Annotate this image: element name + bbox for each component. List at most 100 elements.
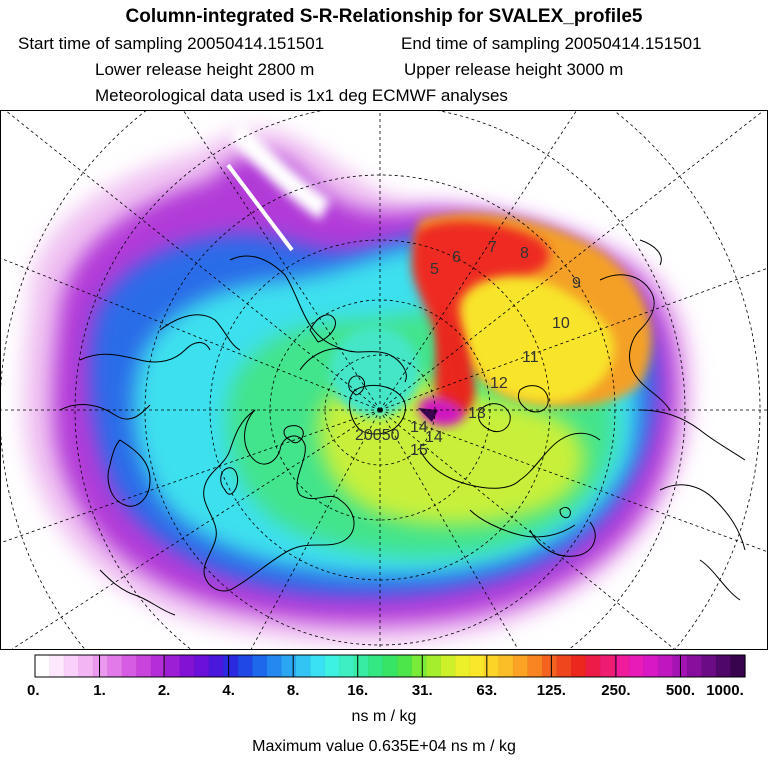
graticule bbox=[0, 110, 768, 650]
traj-label-6: 6 bbox=[452, 249, 461, 266]
colorbar-cell bbox=[382, 655, 398, 677]
colorbar-tick-label: 16. bbox=[347, 682, 368, 699]
colorbar-cells bbox=[35, 655, 746, 677]
coast-europe bbox=[203, 409, 355, 592]
coast-novaya bbox=[309, 314, 336, 343]
colorbar-tick-label: 500. bbox=[666, 682, 695, 699]
coast-siberia bbox=[159, 255, 407, 383]
colorbar-tick-label: 125. bbox=[537, 682, 566, 699]
colorbar-cell bbox=[527, 655, 543, 677]
colorbar-cell bbox=[484, 655, 500, 677]
receptor-point bbox=[418, 408, 438, 422]
colorbar-cell bbox=[121, 655, 138, 677]
colorbar-units: ns m / kg bbox=[351, 708, 417, 725]
traj-label-7: 7 bbox=[488, 239, 497, 256]
colorbar-tick-label: 2. bbox=[158, 682, 171, 699]
colorbar-ticks bbox=[34, 655, 746, 677]
traj-label-5: 5 bbox=[430, 261, 439, 278]
coast-north-asia bbox=[59, 342, 211, 420]
colorbar-cell bbox=[310, 655, 326, 677]
meridian bbox=[379, 409, 677, 650]
colorbar-cell bbox=[107, 655, 123, 677]
colorbar-cell bbox=[223, 655, 239, 677]
colorbar-tick-label: 63. bbox=[476, 682, 497, 699]
colorbar-cell bbox=[179, 655, 195, 677]
colorbar-cell bbox=[643, 655, 659, 677]
colorbar-cell bbox=[266, 655, 282, 677]
colorbar-tick-label: 0. bbox=[27, 682, 40, 699]
colorbar-cell bbox=[208, 655, 224, 677]
colorbar-cell bbox=[600, 655, 616, 677]
colorbar-cell bbox=[629, 655, 645, 677]
colorbar-tick-label: 31. bbox=[412, 682, 433, 699]
colorbar-cell bbox=[281, 655, 297, 677]
upper-height-label: Upper release height 3000 m bbox=[404, 60, 624, 79]
colorbar-tick-label: 8. bbox=[287, 682, 300, 699]
coast-pacific-far bbox=[639, 409, 746, 601]
traj-label-13: 13 bbox=[468, 405, 486, 422]
colorbar-cell bbox=[63, 655, 80, 677]
colorbar-cell bbox=[498, 655, 514, 677]
colorbar-cell bbox=[716, 655, 732, 677]
colorbar-cell bbox=[556, 655, 572, 677]
colorbar-cell bbox=[426, 655, 442, 677]
meridian bbox=[379, 409, 519, 650]
colorbar-cell bbox=[35, 655, 51, 677]
plot-title: Column-integrated S-R-Relationship for S… bbox=[125, 6, 643, 27]
field-pole-patch bbox=[330, 327, 420, 417]
field-clear-right bbox=[620, 110, 768, 220]
coast-alaska bbox=[599, 239, 671, 411]
colorbar-cell bbox=[339, 655, 355, 677]
meridian bbox=[250, 409, 381, 650]
colorbar-cell bbox=[687, 655, 703, 677]
colorbar-cell bbox=[324, 655, 340, 677]
colorbar-cell bbox=[353, 655, 369, 677]
colorbar-cell bbox=[49, 655, 65, 677]
coast-iceland bbox=[283, 425, 304, 444]
colorbar-cell bbox=[194, 655, 210, 677]
field-gap bbox=[230, 120, 330, 220]
traj-label-14: 14 bbox=[425, 429, 443, 446]
coast-bottom bbox=[99, 569, 176, 616]
colorbar-cell bbox=[455, 655, 471, 677]
colorbar-cell bbox=[368, 655, 384, 677]
meridian bbox=[10, 409, 381, 650]
latitude-circle bbox=[74, 110, 686, 650]
colorbar-tick-label: 250. bbox=[601, 682, 630, 699]
colorbar-tick-labels: 0. 1. 2. 4. 8. 16. 31. 63. 125. 250. 500. 1000. bbox=[27, 682, 744, 699]
colorbar-tick-label: 1000. bbox=[706, 682, 744, 699]
colorbar-cell bbox=[237, 655, 253, 677]
meridian bbox=[379, 267, 768, 411]
meridian bbox=[379, 110, 578, 411]
colorbar-tick-label: 4. bbox=[222, 682, 235, 699]
traj-label-8: 8 bbox=[520, 245, 529, 262]
traj-date-label: 20050 bbox=[355, 427, 400, 444]
traj-center-label: 14 bbox=[410, 419, 428, 436]
coast-svalbard bbox=[348, 375, 365, 396]
colorbar: 0. 1. 2. 4. 8. 16. 31. 63. 125. 250. 500. 1000. bbox=[27, 654, 746, 699]
meridian bbox=[182, 110, 381, 411]
colorbar-cell bbox=[150, 655, 167, 677]
start-time-label: Start time of sampling 20050414.151501 bbox=[18, 34, 325, 53]
traj-label-10: 10 bbox=[552, 315, 570, 332]
colorbar-cell bbox=[585, 655, 601, 677]
traj-label-15: 15 bbox=[410, 442, 428, 459]
traj-label-9: 9 bbox=[572, 275, 581, 292]
lower-height-label: Lower release height 2800 m bbox=[95, 60, 315, 79]
end-time-label: End time of sampling 20050414.151501 bbox=[401, 34, 702, 53]
field-yellow-lobe bbox=[460, 269, 615, 403]
colorbar-cell bbox=[411, 655, 427, 677]
colorbar-cell bbox=[614, 655, 630, 677]
colorbar-cell bbox=[701, 655, 717, 677]
coast-britain bbox=[220, 467, 239, 495]
sensitivity-map: 5 6 7 8 9 10 11 12 13 14 15 20050 14 bbox=[0, 110, 768, 650]
colorbar-cell bbox=[136, 655, 152, 677]
colorbar-cell bbox=[92, 655, 109, 677]
colorbar-cell bbox=[78, 655, 94, 677]
coast-asia-east bbox=[107, 439, 151, 507]
colorbar-cell bbox=[295, 655, 311, 677]
coast-lake bbox=[559, 507, 571, 519]
coast-hudson bbox=[529, 521, 596, 557]
colorbar-cell bbox=[730, 655, 746, 677]
colorbar-cell bbox=[542, 655, 558, 677]
